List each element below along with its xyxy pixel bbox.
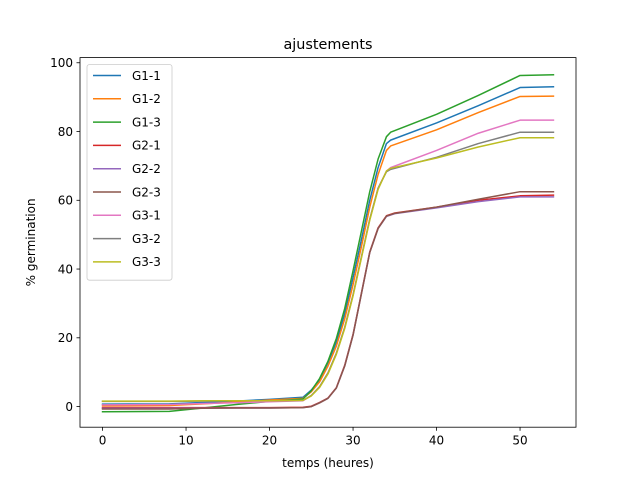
- series-line-g1-3: [101, 74, 555, 413]
- legend-box: [86, 64, 173, 281]
- plot-lines: [101, 74, 555, 413]
- x-tick-label: 10: [178, 434, 193, 448]
- x-tick-label: 20: [262, 434, 277, 448]
- y-tick-label: 60: [58, 194, 73, 208]
- x-axis-label: temps (heures): [282, 456, 374, 470]
- legend-label: G2-1: [132, 139, 161, 153]
- y-axis: 0 20 40 60 80 100: [50, 56, 80, 414]
- legend-entry: G3-2: [93, 232, 161, 246]
- x-axis: 0 10 20 30 40 50: [99, 427, 528, 448]
- chart-title: ajustements: [283, 37, 372, 53]
- series-line-g3-3: [101, 136, 555, 402]
- y-tick-label: 100: [50, 56, 73, 70]
- legend-label: G2-2: [132, 162, 161, 176]
- legend: G1-1 G1-2 G1-3 G2-1 G2-2 G2-3 G3-1 G3-2 G3-3: [86, 64, 173, 281]
- legend-label: G1-1: [132, 69, 161, 83]
- legend-label: G3-2: [132, 232, 161, 246]
- y-tick-label: 0: [65, 400, 73, 414]
- legend-entry: G1-3: [93, 115, 161, 129]
- y-tick-label: 20: [58, 331, 73, 345]
- series-line-g2-3: [101, 190, 555, 410]
- legend-entry: G2-2: [93, 162, 161, 176]
- legend-entry: G2-1: [93, 139, 161, 153]
- y-axis-label: % germination: [24, 198, 38, 286]
- legend-entry: G1-1: [93, 69, 161, 83]
- y-tick-label: 40: [58, 262, 73, 276]
- legend-label: G1-2: [132, 92, 161, 106]
- legend-entry: G3-3: [93, 255, 161, 269]
- legend-entry: G2-3: [93, 185, 161, 199]
- x-tick-label: 0: [99, 434, 107, 448]
- legend-label: G2-3: [132, 185, 161, 199]
- plot-frame: [79, 57, 577, 428]
- x-tick-label: 40: [429, 434, 444, 448]
- legend-label: G3-1: [132, 209, 161, 223]
- x-tick-label: 30: [345, 434, 360, 448]
- legend-entry: G3-1: [93, 209, 161, 223]
- legend-entry: G1-2: [93, 92, 161, 106]
- legend-label: G3-3: [132, 255, 161, 269]
- y-tick-label: 80: [58, 125, 73, 139]
- legend-label: G1-3: [132, 115, 161, 129]
- x-tick-label: 50: [512, 434, 527, 448]
